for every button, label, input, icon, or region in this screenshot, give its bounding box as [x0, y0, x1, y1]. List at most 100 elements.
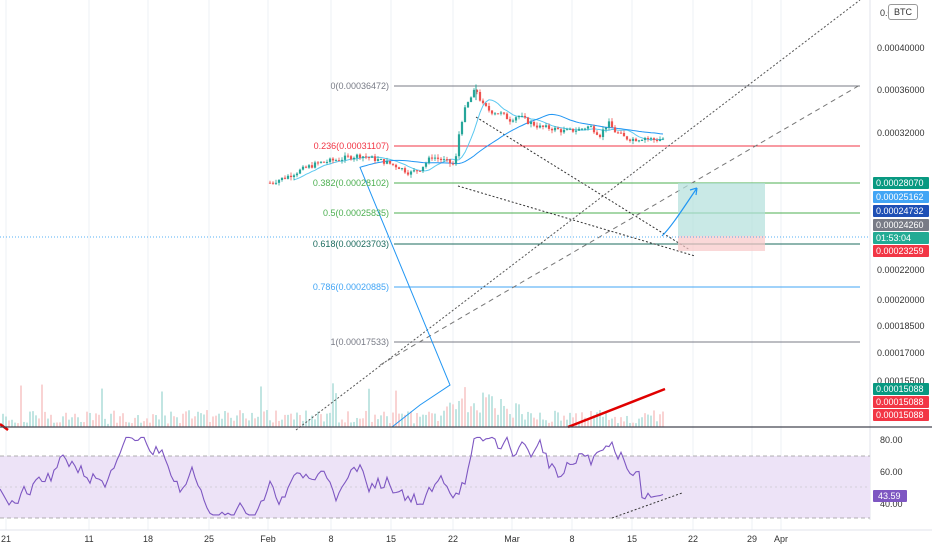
- price-tag-text: 0.00028070: [876, 178, 924, 188]
- candle-body: [637, 140, 641, 142]
- price-tag-bg: [873, 245, 929, 257]
- rsi-pane[interactable]: [0, 436, 870, 519]
- candle-body: [574, 130, 578, 132]
- candle: [592, 124, 596, 134]
- y-tick-label: 0.00022000: [877, 265, 925, 275]
- candle-body: [577, 128, 581, 131]
- candle-body: [481, 100, 485, 104]
- candle-body: [277, 180, 281, 183]
- candle-body: [394, 164, 398, 168]
- candle: [658, 136, 662, 142]
- fib-level-label: 0(0.00036472): [330, 81, 389, 91]
- volume-bar: [254, 418, 256, 427]
- candle-body: [370, 156, 374, 158]
- candle: [295, 172, 299, 178]
- candle-body: [604, 127, 608, 130]
- trend-lines[interactable]: [0, 0, 861, 431]
- candle-body: [502, 112, 506, 114]
- candle-body: [547, 125, 551, 129]
- candle: [637, 139, 641, 143]
- volume-bar: [431, 413, 433, 427]
- volume-bar: [512, 417, 514, 427]
- candle: [319, 161, 323, 164]
- candle: [493, 111, 497, 116]
- candle: [445, 156, 449, 163]
- volume-bar: [329, 412, 331, 427]
- volume-bar: [5, 416, 7, 427]
- candle: [286, 174, 290, 180]
- volume-bar: [41, 384, 43, 427]
- volume-bar: [599, 410, 601, 427]
- volume-bar: [578, 422, 580, 427]
- candle: [427, 155, 431, 165]
- candle-body: [328, 158, 332, 162]
- volume-bar: [632, 422, 634, 427]
- candle-body: [454, 156, 458, 165]
- candle-body: [388, 160, 392, 164]
- volume-bar: [581, 412, 583, 427]
- volume-bar: [326, 413, 328, 427]
- volume-bar: [266, 410, 268, 427]
- candle-body: [427, 157, 431, 164]
- candle-body: [283, 177, 287, 179]
- candle-body: [418, 170, 422, 172]
- candle-body: [406, 172, 410, 175]
- volume-bar: [479, 412, 481, 427]
- price-tag-bg: [873, 409, 929, 421]
- symbol-badge[interactable]: BTC: [888, 4, 918, 20]
- volume-bar: [623, 421, 625, 427]
- candle-body: [634, 138, 638, 142]
- candle-body: [286, 175, 290, 179]
- candle-body: [376, 159, 380, 161]
- volume-bar: [275, 410, 277, 427]
- candle: [304, 165, 308, 169]
- volume-bar: [119, 416, 121, 427]
- volume-bar: [614, 416, 616, 427]
- candle-body: [436, 157, 440, 159]
- volume-bar: [563, 415, 565, 427]
- price-tag: 0.00015088: [873, 409, 929, 421]
- price-axis-panel[interactable]: [870, 0, 932, 550]
- candle-body: [415, 170, 419, 172]
- long-position-tool[interactable]: [678, 183, 765, 251]
- candle: [355, 153, 359, 162]
- candle: [565, 127, 569, 131]
- fib-retracement[interactable]: [394, 85, 860, 343]
- candle: [619, 130, 623, 134]
- candle: [397, 166, 401, 170]
- projection-arrow[interactable]: [661, 187, 698, 237]
- candle-body: [595, 132, 599, 135]
- volume-bar: [2, 413, 4, 427]
- candle-body: [412, 170, 416, 172]
- volume-bar: [404, 414, 406, 427]
- volume-bar: [626, 415, 628, 427]
- price-tag: 0.00024732: [873, 205, 929, 217]
- volume-bar: [98, 414, 100, 427]
- candle-body: [382, 159, 386, 164]
- candle: [661, 137, 665, 141]
- candle: [379, 158, 383, 161]
- volume-bar: [620, 417, 622, 427]
- volume-bar: [575, 413, 577, 427]
- volume-bar: [485, 397, 487, 427]
- candle: [532, 120, 536, 127]
- candle-body: [586, 126, 590, 129]
- candle: [625, 135, 629, 141]
- volume-bar: [467, 412, 469, 427]
- candle: [382, 158, 386, 166]
- candle: [346, 153, 350, 159]
- volume-bar: [374, 414, 376, 427]
- volume-bar: [308, 420, 310, 427]
- price-tag-text: 0.00015088: [876, 397, 924, 407]
- candle: [553, 125, 557, 133]
- candle: [301, 165, 305, 171]
- volume-bar: [464, 387, 466, 427]
- volume-bar: [155, 415, 157, 427]
- volume-bar: [392, 412, 394, 427]
- volume-bar: [344, 422, 346, 427]
- candle: [490, 110, 494, 116]
- candle: [577, 126, 581, 131]
- x-tick-label: 15: [627, 534, 637, 544]
- candle: [589, 124, 593, 128]
